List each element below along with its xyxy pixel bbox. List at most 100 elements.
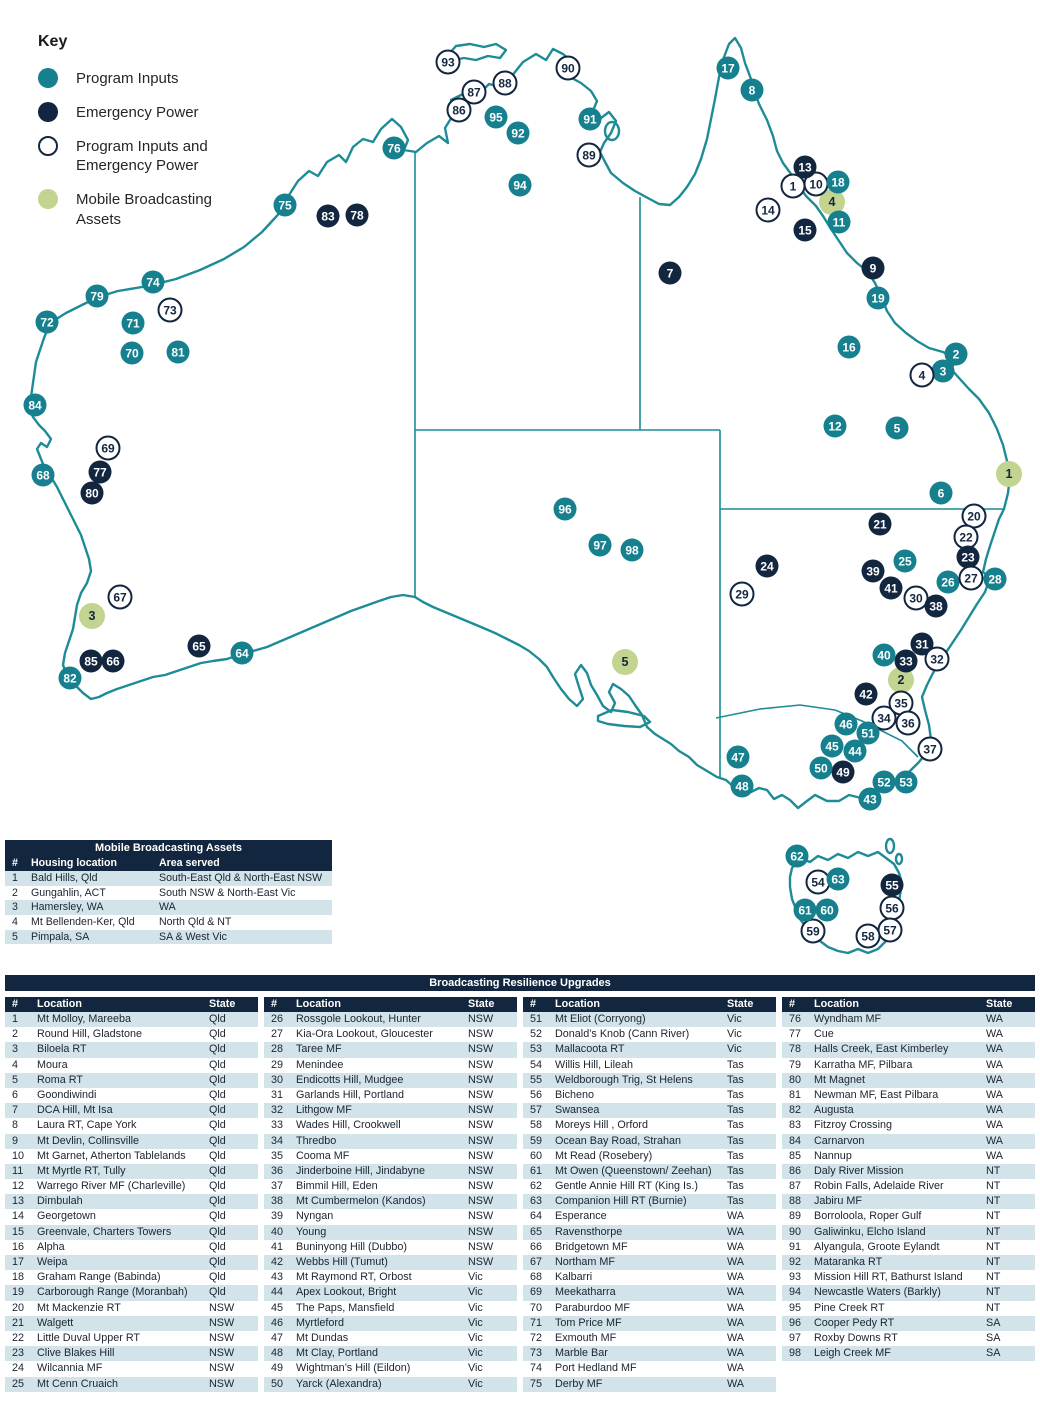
upgrade-number: 81 <box>789 1088 802 1101</box>
upgrade-number: 82 <box>789 1104 802 1117</box>
upgrade-state: Vic <box>468 1286 483 1299</box>
upgrades-group-header: # Location State <box>264 997 517 1012</box>
melville-island-outline <box>446 42 508 62</box>
upgrade-state: SA <box>986 1347 1001 1360</box>
upgrade-state: WA <box>727 1240 744 1253</box>
emergency-power-swatch-icon <box>38 101 58 122</box>
upgrade-state: Qld <box>209 1286 226 1299</box>
column-header-location: Location <box>296 998 341 1010</box>
upgrade-number: 66 <box>530 1240 543 1253</box>
upgrade-number: 97 <box>789 1331 802 1344</box>
marker-program-inputs-3: 3 <box>931 359 955 383</box>
upgrade-state: WA <box>727 1210 744 1223</box>
upgrade-location: Cooper Pedy RT <box>814 1316 895 1329</box>
key-item-label: Emergency Power <box>76 103 199 121</box>
mobile-assets-table-body: 1 Bald Hills, Qld South-East Qld & North-E… <box>5 871 332 945</box>
upgrade-number: 33 <box>271 1119 284 1132</box>
upgrade-state: NT <box>986 1225 1001 1238</box>
map-markers: 1 2 3 4 5 1 2 3 4 5 6 7 8 9 10 11 12 13 14 15 16 17 18 19 20 21 22… <box>23 49 1022 949</box>
upgrade-state: Vic <box>468 1347 483 1360</box>
column-header-state: State <box>468 998 495 1010</box>
upgrade-location: Georgetown <box>37 1210 96 1223</box>
upgrades-row: 23 Clive Blakes Hill NSW <box>5 1346 258 1362</box>
marker-program-inputs-12: 12 <box>823 414 847 438</box>
marker-program-inputs-92: 92 <box>506 121 530 145</box>
upgrade-number: 69 <box>530 1286 543 1299</box>
marker-program-inputs-and-emergency-power-88: 88 <box>492 70 518 96</box>
upgrades-row: 65 Ravensthorpe WA <box>523 1224 776 1240</box>
upgrade-location: Webbs Hill (Tumut) <box>296 1256 388 1268</box>
upgrade-number: 72 <box>530 1331 543 1344</box>
column-header-state: State <box>727 998 754 1010</box>
upgrade-location: Lithgow MF <box>296 1104 352 1117</box>
upgrade-number: 90 <box>789 1225 802 1238</box>
upgrade-state: NSW <box>468 1195 494 1208</box>
marker-program-inputs-and-emergency-power-89: 89 <box>576 142 602 168</box>
upgrades-row: 49 Wightman’s Hill (Eildon) Vic <box>264 1361 517 1376</box>
upgrade-state: Vic <box>468 1377 483 1390</box>
upgrade-number: 38 <box>271 1195 284 1208</box>
upgrades-row: 64 Esperance WA <box>523 1209 776 1224</box>
upgrade-number: 36 <box>271 1164 284 1177</box>
marker-program-inputs-and-emergency-power-87: 87 <box>461 79 487 105</box>
upgrade-location: Wades Hill, Crookwell <box>296 1119 401 1132</box>
upgrades-row: 57 Swansea Tas <box>523 1103 776 1119</box>
marker-emergency-power-7: 7 <box>658 261 682 285</box>
upgrade-state: WA <box>986 1119 1003 1132</box>
marker-program-inputs-26: 26 <box>936 570 960 594</box>
upgrade-state: WA <box>727 1301 744 1314</box>
marker-program-inputs-98: 98 <box>620 538 644 562</box>
upgrade-location: Swansea <box>555 1104 600 1117</box>
upgrades-row: 86 Daly River Mission NT <box>782 1163 1035 1180</box>
upgrades-row: 42 Webbs Hill (Tumut) NSW <box>264 1255 517 1271</box>
upgrade-number: 54 <box>530 1058 543 1071</box>
marker-program-inputs-2: 2 <box>944 342 968 366</box>
column-header-area-served: Area served <box>159 857 220 869</box>
upgrade-state: WA <box>727 1225 744 1238</box>
asset-area-served: South-East Qld & North-East NSW <box>159 872 323 884</box>
upgrade-location: Round Hill, Gladstone <box>37 1028 143 1041</box>
kangaroo-island-outline <box>596 708 652 729</box>
upgrade-location: Exmouth MF <box>555 1331 617 1344</box>
upgrade-state: Tas <box>727 1119 744 1132</box>
upgrade-number: 68 <box>530 1271 543 1284</box>
upgrade-number: 19 <box>12 1286 25 1299</box>
key-title: Key <box>38 33 68 50</box>
marker-program-inputs-63: 63 <box>826 867 850 891</box>
upgrade-location: Kalbarri <box>555 1271 593 1284</box>
upgrade-location: Bimmil Hill, Eden <box>296 1180 378 1193</box>
marker-program-inputs-62: 62 <box>785 844 809 868</box>
asset-housing-location: Gungahlin, ACT <box>31 886 106 899</box>
upgrades-row: 34 Thredbo NSW <box>264 1133 517 1149</box>
upgrade-number: 8 <box>12 1119 19 1132</box>
upgrade-number: 52 <box>530 1028 543 1041</box>
upgrade-state: NT <box>986 1164 1001 1177</box>
upgrades-row: 66 Bridgetown MF WA <box>523 1240 776 1255</box>
upgrade-number: 89 <box>789 1210 802 1223</box>
upgrade-number: 35 <box>271 1149 284 1162</box>
upgrades-group-header: # Location State <box>523 997 776 1012</box>
upgrades-row: 63 Companion Hill RT (Burnie) Tas <box>523 1194 776 1210</box>
upgrades-row: 56 Bicheno Tas <box>523 1088 776 1103</box>
marker-program-inputs-48: 48 <box>730 774 754 798</box>
upgrade-location: Companion Hill RT (Burnie) <box>555 1195 687 1208</box>
upgrade-location: Rossgole Lookout, Hunter <box>296 1013 421 1025</box>
marker-program-inputs-16: 16 <box>837 335 861 359</box>
upgrade-location: Nyngan <box>296 1210 334 1223</box>
upgrades-row: 89 Borroloola, Roper Gulf NT <box>782 1209 1035 1224</box>
upgrade-location: Marble Bar <box>555 1347 608 1360</box>
upgrade-number: 53 <box>530 1043 543 1056</box>
upgrade-state: WA <box>727 1362 744 1375</box>
upgrade-location: Alpha <box>37 1240 65 1253</box>
mobile-assets-row: 5 Pimpala, SA SA & West Vic <box>5 929 332 945</box>
marker-program-inputs-18: 18 <box>826 170 850 194</box>
marker-program-inputs-40: 40 <box>872 643 896 667</box>
marker-program-inputs-74: 74 <box>141 270 165 294</box>
upgrade-number: 91 <box>789 1240 802 1253</box>
asset-area-served: North Qld & NT <box>159 916 232 929</box>
upgrade-number: 62 <box>530 1180 543 1193</box>
upgrade-location: Port Hedland MF <box>555 1362 637 1375</box>
column-header-number: # <box>789 998 796 1010</box>
upgrades-row: 90 Galiwinku, Elcho Island NT <box>782 1224 1035 1240</box>
upgrades-group-header: # Location State <box>782 997 1035 1012</box>
